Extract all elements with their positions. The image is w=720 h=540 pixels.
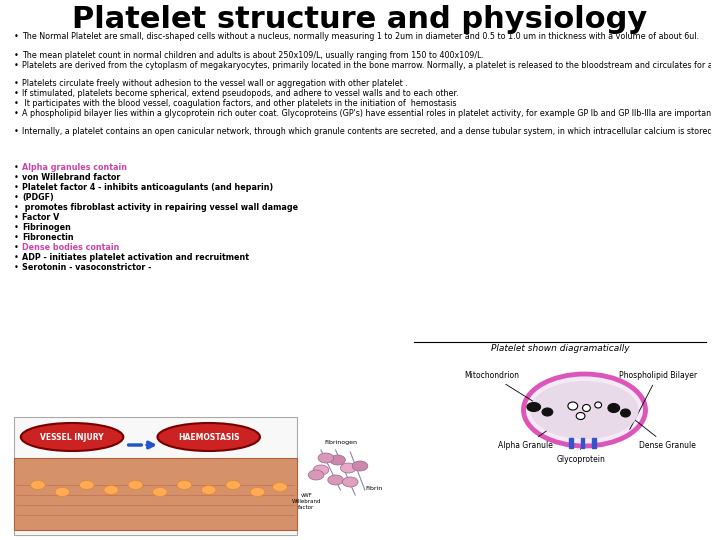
Text: Platelet factor 4 - inhibits anticoagulants (and heparin): Platelet factor 4 - inhibits anticoagula… <box>22 183 274 192</box>
Text: promotes fibroblast activity in repairing vessel wall damage: promotes fibroblast activity in repairin… <box>22 203 298 212</box>
Text: Factor V: Factor V <box>22 213 60 222</box>
Text: Alpha granules contain: Alpha granules contain <box>22 163 127 172</box>
Text: •: • <box>14 32 19 41</box>
Ellipse shape <box>202 485 216 495</box>
Ellipse shape <box>30 481 45 489</box>
Text: Fibronectin: Fibronectin <box>22 233 74 242</box>
Text: •: • <box>14 127 19 137</box>
Ellipse shape <box>158 423 260 451</box>
Text: Fibrinogen: Fibrinogen <box>324 440 357 445</box>
Ellipse shape <box>330 455 346 465</box>
Text: (PDGF): (PDGF) <box>22 193 54 202</box>
Text: •: • <box>14 163 19 172</box>
Text: •: • <box>14 213 19 222</box>
Ellipse shape <box>531 381 639 439</box>
Text: •: • <box>14 89 19 98</box>
Text: •: • <box>14 99 19 108</box>
Text: Platelets circulate freely without adhesion to the vessel wall or aggregation wi: Platelets circulate freely without adhes… <box>22 79 408 88</box>
Text: vWF
Willebrand
factor: vWF Willebrand factor <box>292 494 321 510</box>
Text: Fibrin: Fibrin <box>365 486 382 491</box>
Text: •: • <box>14 60 19 70</box>
Ellipse shape <box>273 483 287 491</box>
Bar <box>593 438 596 448</box>
Text: ADP - initiates platelet activation and recruitment: ADP - initiates platelet activation and … <box>22 253 249 262</box>
Ellipse shape <box>343 477 358 487</box>
Ellipse shape <box>352 461 368 471</box>
Text: •: • <box>14 173 19 182</box>
Text: Alpha Granule: Alpha Granule <box>498 410 577 450</box>
Bar <box>14 458 297 530</box>
Ellipse shape <box>328 475 343 485</box>
Text: It participates with the blood vessel, coagulation factors, and other platelets : It participates with the blood vessel, c… <box>22 99 456 108</box>
Ellipse shape <box>608 403 620 413</box>
Ellipse shape <box>177 481 192 489</box>
Text: Platelet structure and physiology: Platelet structure and physiology <box>73 5 647 34</box>
Text: •: • <box>14 243 19 252</box>
Ellipse shape <box>568 402 577 410</box>
Bar <box>14 417 297 535</box>
Text: Internally, a platelet contains an open canicular network, through which granule: Internally, a platelet contains an open … <box>22 127 720 137</box>
Ellipse shape <box>523 374 646 446</box>
Text: Fibrinogen: Fibrinogen <box>22 223 71 232</box>
Ellipse shape <box>226 481 240 489</box>
Ellipse shape <box>250 488 265 496</box>
Text: Serotonin - vasoconstrictor -: Serotonin - vasoconstrictor - <box>22 263 152 272</box>
Ellipse shape <box>128 481 143 489</box>
Text: The mean platelet count in normal children and adults is about 250x109/L, usuall: The mean platelet count in normal childr… <box>22 51 485 59</box>
Text: HAEMOSTASIS: HAEMOSTASIS <box>178 433 240 442</box>
Text: •: • <box>14 223 19 232</box>
Text: •: • <box>14 203 19 212</box>
Bar <box>580 438 585 448</box>
Ellipse shape <box>153 488 167 496</box>
Ellipse shape <box>308 470 324 480</box>
Ellipse shape <box>582 404 590 411</box>
Bar <box>569 438 573 448</box>
Text: •: • <box>14 109 19 118</box>
Text: von Willebrand factor: von Willebrand factor <box>22 173 121 182</box>
Text: •: • <box>14 183 19 192</box>
Ellipse shape <box>621 409 631 417</box>
Ellipse shape <box>313 465 329 475</box>
Ellipse shape <box>595 402 602 408</box>
Text: •: • <box>14 79 19 88</box>
Text: •: • <box>14 193 19 202</box>
Text: The Normal Platelet are small, disc-shaped cells without a nucleus, normally mea: The Normal Platelet are small, disc-shap… <box>22 32 699 41</box>
Text: •: • <box>14 263 19 272</box>
Text: If stimulated, platelets become spherical, extend pseudopods, and adhere to vess: If stimulated, platelets become spherica… <box>22 89 459 98</box>
Text: Phospholipid Bilayer: Phospholipid Bilayer <box>618 371 697 429</box>
Text: VESSEL INJURY: VESSEL INJURY <box>40 433 104 442</box>
Ellipse shape <box>542 408 553 416</box>
Ellipse shape <box>527 402 541 411</box>
Ellipse shape <box>318 453 333 463</box>
Text: Glycoprotein: Glycoprotein <box>556 449 605 464</box>
Text: A phospholipid bilayer lies within a glycoprotein rich outer coat. Glycoproteins: A phospholipid bilayer lies within a gly… <box>22 109 720 118</box>
Ellipse shape <box>341 463 356 473</box>
Text: Dense Granule: Dense Granule <box>622 410 696 450</box>
Text: Dense bodies contain: Dense bodies contain <box>22 243 120 252</box>
Ellipse shape <box>104 485 118 495</box>
Text: Platelets are derived from the cytoplasm of megakaryocytes, primarily located in: Platelets are derived from the cytoplasm… <box>22 60 720 70</box>
Ellipse shape <box>79 481 94 489</box>
Text: Mitochondrion: Mitochondrion <box>464 371 539 404</box>
Ellipse shape <box>576 413 585 420</box>
Ellipse shape <box>55 488 70 496</box>
Text: •: • <box>14 51 19 59</box>
Text: Platelet shown diagramatically: Platelet shown diagramatically <box>491 344 629 353</box>
Ellipse shape <box>21 423 123 451</box>
Text: •: • <box>14 253 19 262</box>
Text: •: • <box>14 233 19 242</box>
